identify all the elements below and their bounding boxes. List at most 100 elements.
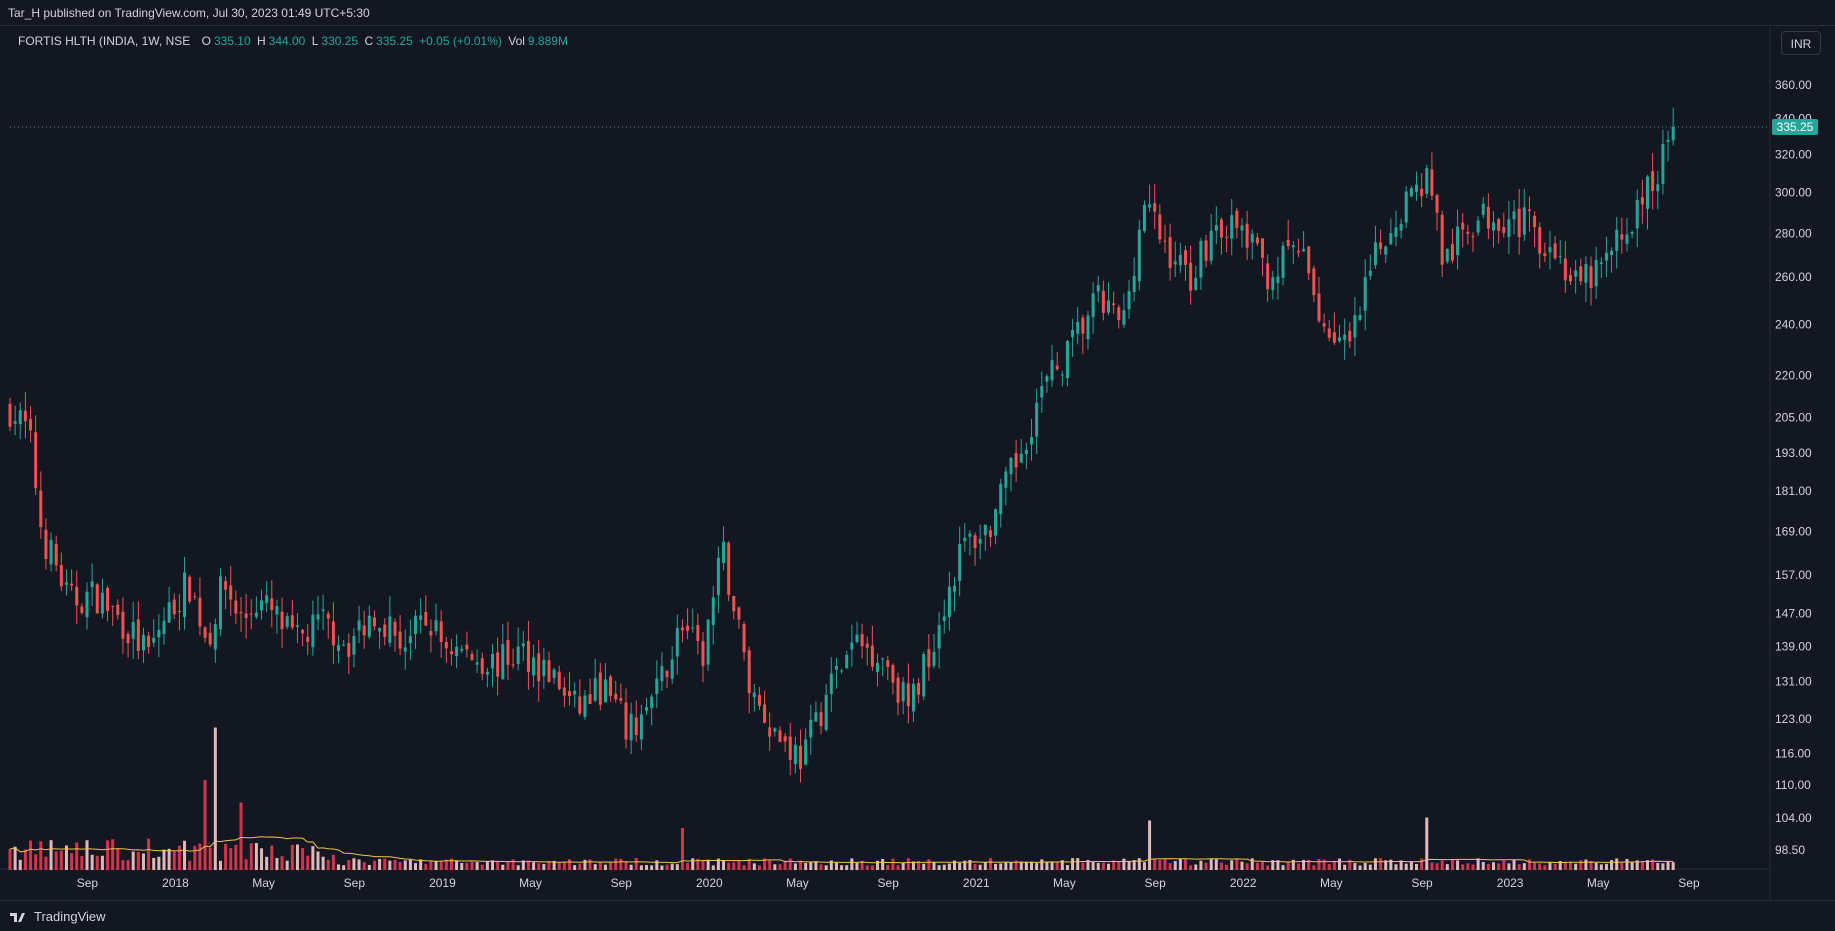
candle-body — [59, 565, 63, 587]
volume-bar — [1271, 860, 1275, 870]
candle-body — [316, 614, 320, 620]
symbol-name[interactable]: FORTIS HLTH (INDIA, 1W, NSE — [18, 34, 191, 48]
candle-body — [1230, 215, 1234, 239]
volume-bar — [475, 862, 479, 870]
volume-bar — [1527, 859, 1531, 870]
candle-body — [1137, 229, 1141, 282]
volume-bar — [1112, 860, 1116, 870]
candle-body — [90, 581, 94, 588]
volume-bar — [239, 802, 243, 870]
candle-body — [511, 664, 515, 666]
candle-body — [403, 647, 407, 652]
volume-bar — [331, 854, 335, 870]
currency-button[interactable]: INR — [1781, 31, 1821, 55]
price-tick-label: 131.00 — [1775, 675, 1812, 689]
candle-body — [239, 611, 243, 614]
volume-bar — [1415, 864, 1419, 870]
time-tick-label: 2023 — [1497, 876, 1524, 890]
candle-body — [706, 619, 710, 665]
volume-bar — [932, 862, 936, 870]
volume-bar — [819, 864, 823, 870]
tradingview-logo[interactable]: TradingView — [10, 909, 106, 924]
candle-body — [229, 585, 233, 600]
candle-body — [193, 596, 197, 598]
candle-body — [686, 625, 690, 631]
candle-body — [1558, 255, 1562, 257]
volume-bar — [686, 862, 690, 870]
volume-bar — [1219, 862, 1223, 870]
candle-body — [331, 621, 335, 646]
volume-bar — [516, 865, 520, 870]
volume-bar — [1368, 864, 1372, 870]
volume-bar — [578, 863, 582, 870]
volume-bar — [1651, 859, 1655, 870]
candle-body — [213, 624, 217, 650]
volume-bar — [953, 860, 957, 870]
volume-bar — [1589, 860, 1593, 870]
candle-body — [1533, 215, 1537, 228]
volume-bar — [1071, 858, 1075, 870]
symbol-legend: FORTIS HLTH (INDIA, 1W, NSE O 335.10 H 344… — [18, 34, 571, 48]
volume-bar — [1322, 859, 1326, 870]
candle-body — [100, 592, 104, 614]
candle-body — [1060, 374, 1064, 376]
volume-bar — [1250, 858, 1254, 870]
candle-body — [501, 644, 505, 680]
volume-bar — [1040, 859, 1044, 870]
high-label: H — [256, 34, 266, 48]
time-tick-label: May — [786, 876, 809, 890]
candle-body — [116, 604, 120, 615]
volume-bar — [1194, 864, 1198, 870]
volume-bar — [311, 846, 315, 870]
price-tick-label: 260.00 — [1775, 270, 1812, 284]
volume-bar — [881, 858, 885, 870]
volume-bar — [1373, 858, 1377, 870]
price-tick-label: 280.00 — [1775, 226, 1812, 240]
volume-bar — [1286, 862, 1290, 870]
volume-bar — [1004, 862, 1008, 870]
volume-bar — [911, 861, 915, 870]
volume-bar — [1101, 862, 1105, 870]
volume-bar — [1363, 863, 1367, 870]
candle-body — [352, 635, 356, 655]
candle-body — [1240, 225, 1244, 231]
candle-body — [994, 509, 998, 536]
volume-bar — [439, 861, 443, 870]
volume-bar — [865, 865, 869, 870]
volume-bar — [942, 864, 946, 870]
time-tick-label: 2018 — [162, 876, 189, 890]
candle-body — [1168, 237, 1172, 268]
volume-bar — [1563, 862, 1567, 870]
volume-bar — [1466, 863, 1470, 870]
volume-bar — [1137, 858, 1141, 870]
candle-body — [1199, 241, 1203, 278]
candle-body — [157, 629, 161, 638]
volume-bar — [1486, 863, 1490, 870]
candle-body — [455, 646, 459, 657]
volume-bar — [1276, 860, 1280, 870]
candle-body — [444, 641, 448, 649]
candle-body — [29, 419, 33, 431]
volume-bar — [1050, 861, 1054, 870]
volume-bar — [172, 851, 176, 870]
volume-bar — [1409, 861, 1413, 870]
volume-bar — [1132, 860, 1136, 870]
candle-body — [1286, 239, 1290, 247]
volume-bar — [1512, 859, 1516, 870]
candle-body — [526, 640, 530, 673]
candle-body — [778, 730, 782, 742]
low-label: L — [311, 34, 319, 48]
candle-body — [1661, 144, 1665, 184]
candle-body — [1343, 334, 1347, 341]
candle-body — [475, 662, 479, 665]
volume-bar — [301, 847, 305, 870]
candle-body — [696, 625, 700, 642]
volume-bar — [547, 861, 551, 870]
volume-bar — [788, 858, 792, 870]
price-chart[interactable]: 360.00340.00320.00300.00280.00260.00240.… — [0, 27, 1835, 900]
candle-body — [999, 483, 1003, 514]
candle-body — [665, 671, 669, 678]
volume-bar — [1281, 865, 1285, 870]
candle-body — [1651, 171, 1655, 191]
candle-body — [1384, 246, 1388, 255]
